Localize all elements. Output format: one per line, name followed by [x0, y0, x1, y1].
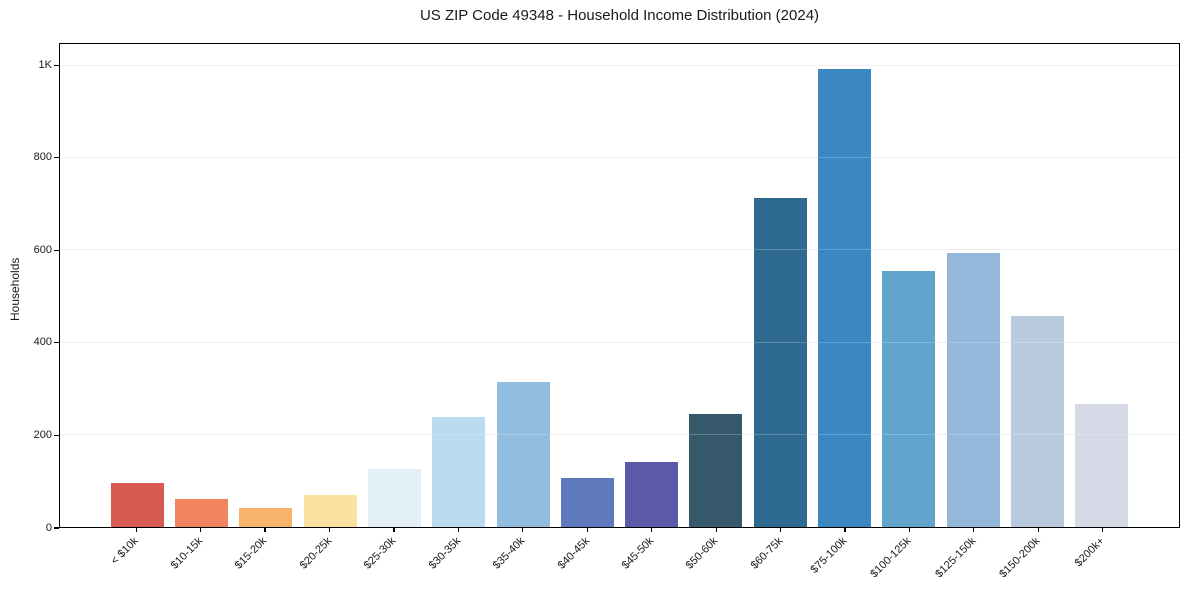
x-tick-mark	[393, 528, 395, 532]
gridline	[60, 433, 1179, 435]
y-tick-label: 0	[45, 521, 52, 534]
x-tick-label: $100-125k	[868, 535, 914, 581]
bar-slot	[941, 44, 1005, 527]
bar-slot	[684, 44, 748, 527]
x-tick-mark	[200, 528, 202, 532]
x-tick-mark	[1037, 528, 1039, 532]
y-tick-label: 200	[33, 428, 52, 441]
gridline	[60, 341, 1179, 343]
x-tick-mark	[844, 528, 846, 532]
bars-group	[60, 44, 1179, 527]
x-tick-label: $200k+	[1073, 535, 1108, 570]
x-tick-mark	[457, 528, 459, 532]
x-tick-label: $40-45k	[555, 535, 592, 572]
bar-$30-35k	[432, 417, 486, 527]
bar-slot	[620, 44, 684, 527]
y-tick-mark	[54, 342, 59, 344]
bar-slot	[748, 44, 812, 527]
bar-$150-200k	[1011, 315, 1065, 527]
gridline	[60, 157, 1179, 159]
x-tick-label: $60-75k	[748, 535, 786, 572]
x-tick-label: $150-200k	[997, 535, 1043, 581]
x-tick-label: < $10k	[108, 535, 141, 568]
gridline	[60, 157, 1179, 159]
bar-$200k+	[1075, 404, 1129, 527]
bar-slot	[812, 44, 876, 527]
bar-slot	[105, 44, 169, 527]
y-tick-label: 600	[33, 243, 52, 256]
gridline	[60, 65, 1179, 67]
bar-slot	[298, 44, 362, 527]
bar-$35-40k	[496, 381, 550, 527]
x-tick-label: $30-35k	[426, 535, 463, 572]
x-tick-label: $20-25k	[297, 535, 335, 572]
x-tick-mark	[715, 528, 717, 532]
x-tick-mark	[779, 528, 782, 532]
x-tick-mark	[1102, 528, 1104, 532]
gridline	[60, 249, 1179, 251]
bar-slot	[362, 44, 426, 527]
x-tick-label: $35-40k	[490, 535, 528, 572]
y-tick-mark	[54, 527, 59, 529]
y-tick-mark	[54, 64, 59, 66]
bar-$125-150k	[946, 253, 1000, 527]
bar-slot	[234, 44, 298, 527]
x-tick-mark	[908, 528, 911, 532]
x-tick-label: $15-20k	[232, 535, 270, 572]
y-tick-label: 800	[33, 151, 52, 164]
bar-slot	[491, 44, 555, 527]
bar-slot	[877, 44, 941, 527]
bar-slot	[427, 44, 491, 527]
bar-$20-25k	[303, 495, 357, 527]
x-tick-mark	[264, 528, 266, 532]
x-tick-label: $50-60k	[684, 535, 721, 572]
gridline	[60, 341, 1179, 343]
bar-$40-45k	[560, 477, 614, 527]
x-tick-mark	[328, 528, 331, 532]
bar-$45-50k	[625, 462, 679, 527]
bar-$15-20k	[239, 507, 293, 527]
bar-$10-15k	[174, 498, 228, 527]
x-tick-mark	[651, 528, 653, 532]
gridline	[60, 433, 1179, 435]
bar-slot	[1005, 44, 1069, 527]
plot-area	[59, 43, 1180, 528]
gridline	[60, 249, 1179, 251]
x-tick-label: $125-150k	[933, 535, 979, 581]
y-tick-mark	[54, 249, 59, 251]
x-tick-mark	[586, 528, 588, 532]
chart-title: US ZIP Code 49348 - Household Income Dis…	[419, 7, 820, 24]
x-tick-mark	[135, 528, 137, 532]
bar-< $10k	[110, 482, 164, 527]
x-tick-label: $10-15k	[168, 535, 206, 572]
y-tick-label: 1K	[38, 58, 52, 71]
gridline	[60, 65, 1179, 67]
bar-$75-100k	[818, 69, 872, 527]
y-tick-mark	[54, 434, 59, 437]
bar-$60-75k	[753, 198, 807, 527]
bar-slot	[1070, 44, 1134, 527]
x-tick-mark	[973, 528, 975, 532]
bar-slot	[555, 44, 619, 527]
x-tick-label: $75-100k	[808, 535, 850, 576]
gridline-overlay	[60, 44, 1179, 527]
x-tick-label: $25-30k	[361, 535, 399, 572]
gridline-layer	[60, 44, 1179, 527]
bar-$100-125k	[882, 270, 936, 527]
x-tick-mark	[522, 528, 524, 532]
x-tick-label: $45-50k	[619, 535, 657, 572]
bar-slot	[169, 44, 233, 527]
y-axis-title: Households	[8, 257, 22, 321]
bar-$50-60k	[689, 413, 743, 527]
y-tick-label: 400	[33, 336, 52, 349]
y-tick-mark	[54, 157, 59, 159]
bar-$25-30k	[367, 468, 421, 527]
